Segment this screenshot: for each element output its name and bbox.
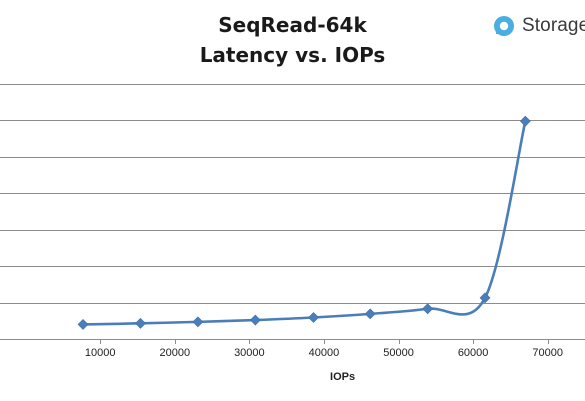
data-point-marker — [192, 316, 204, 328]
data-point-marker — [135, 317, 146, 329]
storage-logo: Storage — [492, 14, 585, 38]
data-point-marker — [308, 312, 319, 323]
x-tick-label: 70000 — [532, 347, 563, 359]
data-point-marker — [422, 303, 434, 315]
x-tick-label: 30000 — [234, 347, 265, 359]
data-point-marker — [519, 115, 531, 127]
series-line — [81, 119, 527, 326]
x-tick-label: 60000 — [458, 347, 489, 359]
x-tick-label: 20000 — [159, 347, 190, 359]
data-point-marker — [364, 308, 376, 320]
x-tick-label: 10000 — [85, 347, 116, 359]
data-point-marker — [479, 292, 491, 304]
data-point-marker — [77, 319, 89, 330]
data-point-marker — [249, 314, 261, 326]
x-tick-label: 40000 — [309, 347, 340, 359]
x-axis-title: IOPs — [330, 371, 355, 383]
chart-title: SeqRead-64k — [218, 13, 367, 37]
chart-subtitle: Latency vs. IOPs — [199, 43, 386, 67]
logo-text: Storage — [522, 15, 585, 36]
x-tick-label: 50000 — [383, 347, 414, 359]
storage-review-logo-icon — [494, 16, 514, 36]
